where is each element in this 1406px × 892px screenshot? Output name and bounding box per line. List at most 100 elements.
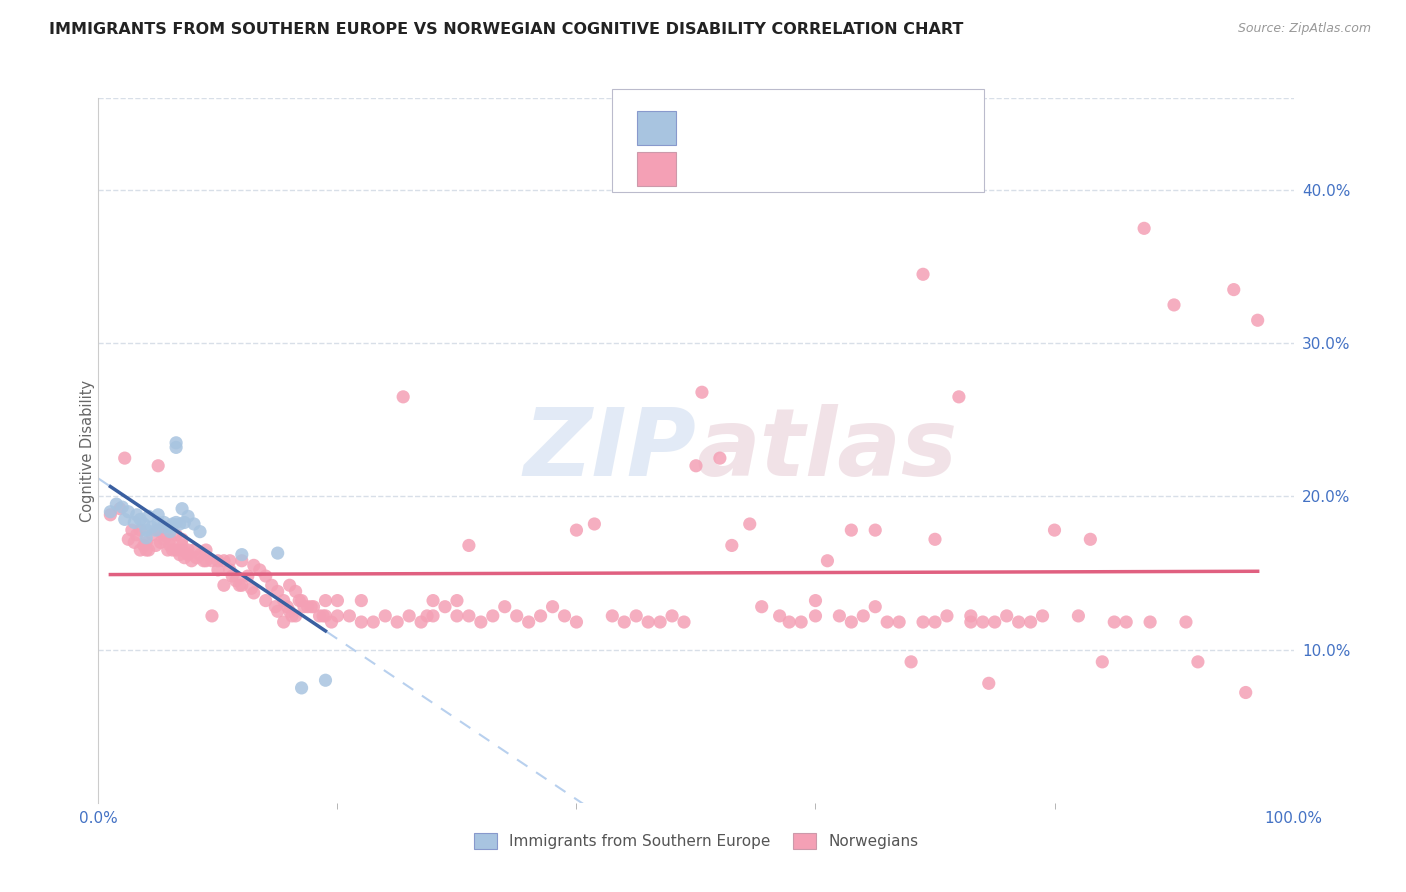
- Point: [165, 527, 187, 541]
- Point: [141, 520, 163, 534]
- Point: [768, 608, 790, 623]
- Point: [721, 538, 744, 552]
- Point: [177, 509, 200, 524]
- Point: [281, 608, 304, 623]
- Point: [446, 593, 468, 607]
- Point: [165, 441, 187, 455]
- Point: [1133, 221, 1156, 235]
- Point: [172, 533, 194, 547]
- Point: [284, 608, 307, 623]
- Point: [159, 524, 181, 539]
- Point: [363, 615, 385, 629]
- Point: [108, 501, 131, 516]
- Point: [1091, 655, 1114, 669]
- Point: [132, 516, 155, 531]
- Point: [145, 538, 167, 552]
- Point: [249, 563, 271, 577]
- Point: [177, 548, 200, 562]
- Point: [267, 546, 290, 560]
- Point: [201, 608, 224, 623]
- Point: [458, 608, 481, 623]
- Point: [145, 523, 167, 537]
- Point: [626, 608, 648, 623]
- Point: [841, 615, 863, 629]
- Point: [254, 569, 277, 583]
- Point: [231, 548, 253, 562]
- Point: [278, 578, 301, 592]
- Point: [173, 550, 195, 565]
- Point: [221, 569, 243, 583]
- Point: [661, 608, 683, 623]
- Point: [911, 615, 934, 629]
- Text: IMMIGRANTS FROM SOUTHERN EUROPE VS NORWEGIAN COGNITIVE DISABILITY CORRELATION CH: IMMIGRANTS FROM SOUTHERN EUROPE VS NORWE…: [49, 22, 963, 37]
- Point: [984, 615, 1007, 629]
- Point: [162, 543, 184, 558]
- Text: N=: N=: [817, 161, 846, 177]
- Point: [434, 599, 457, 614]
- Point: [385, 615, 409, 629]
- Point: [1008, 615, 1031, 629]
- Point: [972, 615, 994, 629]
- Point: [188, 524, 211, 539]
- Point: [517, 615, 540, 629]
- Point: [828, 608, 851, 623]
- Point: [288, 593, 311, 607]
- Text: 33: 33: [851, 120, 872, 136]
- Point: [1032, 608, 1054, 623]
- Text: R =: R =: [693, 120, 727, 136]
- Point: [132, 538, 155, 552]
- Point: [231, 578, 253, 592]
- Point: [804, 608, 827, 623]
- Point: [889, 615, 911, 629]
- Point: [129, 523, 152, 537]
- Point: [602, 608, 624, 623]
- Y-axis label: Cognitive Disability: Cognitive Disability: [80, 379, 94, 522]
- Point: [153, 533, 176, 547]
- Point: [284, 584, 307, 599]
- Point: [977, 676, 1000, 690]
- Point: [1247, 313, 1270, 327]
- Point: [326, 608, 349, 623]
- Point: [292, 599, 315, 614]
- Point: [315, 608, 337, 623]
- Point: [583, 516, 606, 531]
- Point: [804, 593, 827, 607]
- Point: [841, 523, 863, 537]
- Point: [264, 599, 287, 614]
- Point: [565, 523, 588, 537]
- Point: [778, 615, 800, 629]
- Point: [159, 520, 181, 534]
- Point: [900, 655, 922, 669]
- Point: [852, 608, 875, 623]
- Point: [219, 554, 242, 568]
- Point: [1115, 615, 1137, 629]
- Point: [541, 599, 564, 614]
- Point: [276, 599, 298, 614]
- Point: [207, 563, 229, 577]
- Point: [995, 608, 1018, 623]
- Point: [135, 535, 157, 549]
- Point: [124, 535, 146, 549]
- Point: [240, 582, 263, 596]
- Point: [148, 458, 170, 473]
- Text: 144: 144: [851, 161, 883, 177]
- Text: Source: ZipAtlas.com: Source: ZipAtlas.com: [1237, 22, 1371, 36]
- Point: [936, 608, 959, 623]
- Point: [153, 527, 176, 541]
- Point: [148, 523, 170, 537]
- Point: [180, 554, 202, 568]
- Point: [172, 538, 194, 552]
- Point: [98, 505, 122, 519]
- Point: [125, 508, 148, 522]
- Point: [195, 554, 218, 568]
- Point: [1067, 608, 1090, 623]
- Point: [153, 516, 176, 530]
- Point: [302, 599, 325, 614]
- Point: [243, 586, 266, 600]
- Point: [172, 501, 194, 516]
- Point: [339, 608, 361, 623]
- Point: [125, 527, 148, 541]
- Point: [114, 512, 136, 526]
- Point: [458, 538, 481, 552]
- Point: [299, 599, 322, 614]
